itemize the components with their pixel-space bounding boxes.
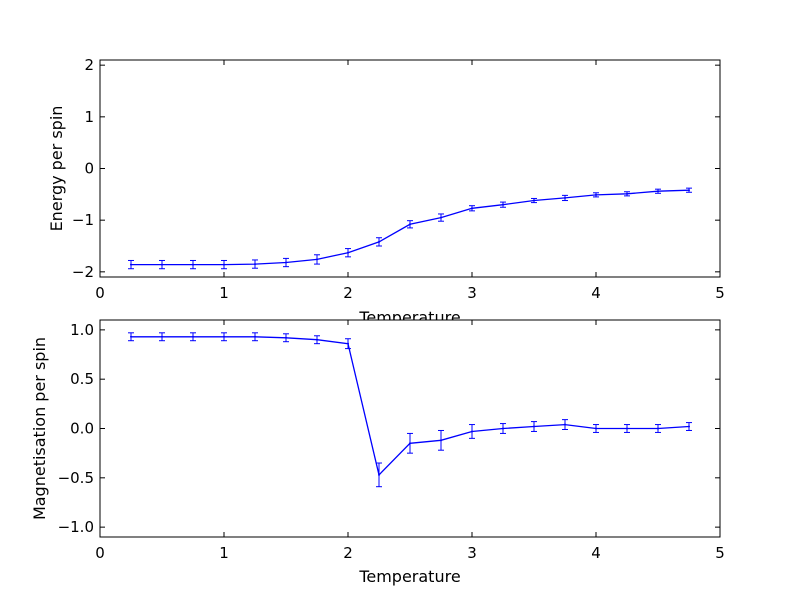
- magnetisation-data-point: [564, 423, 566, 426]
- energy-y-axis-label: Energy per spin: [47, 106, 66, 232]
- energy-data-point: [409, 223, 411, 226]
- energy-plot-frame: [99, 59, 721, 278]
- magnetisation-y-tick-label: 0.0: [70, 420, 94, 438]
- magnetisation-data-point: [285, 336, 287, 339]
- magnetisation-data-point: [533, 425, 535, 428]
- energy-x-tick-label: 1: [219, 284, 229, 302]
- magnetisation-data-point: [657, 427, 659, 430]
- magnetisation-panel: 0 1 2 3 4 5 −1.0 −0.5 0.0 0.5 1.0 Temperature Magnet…: [30, 319, 725, 586]
- magnetisation-plot-frame: [99, 319, 721, 538]
- energy-x-tick-label: 4: [591, 284, 601, 302]
- energy-y-tick-label: 2: [84, 56, 94, 74]
- energy-data-point: [347, 251, 349, 254]
- magnetisation-data-point: [626, 427, 628, 430]
- magnetisation-data-point: [595, 427, 597, 430]
- magnetisation-y-tick-label: −1.0: [58, 518, 94, 536]
- energy-data-point: [471, 207, 473, 210]
- magnetisation-data-point: [192, 335, 194, 338]
- energy-data-point: [502, 203, 504, 206]
- energy-x-tick-label: 2: [343, 284, 353, 302]
- magnetisation-data-point: [316, 338, 318, 341]
- energy-y-tick-label: −1: [72, 211, 94, 229]
- magnetisation-data-point: [254, 335, 256, 338]
- magnetisation-x-tick-label: 5: [715, 544, 725, 562]
- energy-data-point: [285, 261, 287, 264]
- magnetisation-data-point: [409, 442, 411, 445]
- energy-y-tick-label: 0: [84, 160, 94, 178]
- energy-data-point: [223, 263, 225, 266]
- energy-data-point: [595, 193, 597, 196]
- energy-x-tick-label: 3: [467, 284, 477, 302]
- energy-data-point: [378, 240, 380, 243]
- magnetisation-data-point: [161, 335, 163, 338]
- energy-x-tick-label: 5: [715, 284, 725, 302]
- magnetisation-data-point: [471, 430, 473, 433]
- magnetisation-data-point: [440, 439, 442, 442]
- magnetisation-data-point: [223, 335, 225, 338]
- energy-data-point: [254, 263, 256, 266]
- magnetisation-data-point: [347, 342, 349, 345]
- magnetisation-x-tick-label: 0: [95, 544, 105, 562]
- magnetisation-y-tick-label: 1.0: [70, 321, 94, 339]
- magnetisation-data-point: [130, 335, 132, 338]
- energy-data-point: [626, 192, 628, 195]
- magnetisation-y-axis-label: Magnetisation per spin: [30, 337, 49, 520]
- magnetisation-x-tick-label: 3: [467, 544, 477, 562]
- magnetisation-x-tick-label: 1: [219, 544, 229, 562]
- magnetisation-data-point: [502, 427, 504, 430]
- energy-data-point: [688, 189, 690, 192]
- energy-y-tick-label: −2: [72, 263, 94, 281]
- energy-data-point: [161, 263, 163, 266]
- energy-data-point: [657, 190, 659, 193]
- magnetisation-y-tick-label: 0.5: [70, 370, 94, 388]
- magnetisation-data-point: [688, 425, 690, 428]
- magnetisation-x-axis-label: Temperature: [358, 567, 460, 586]
- energy-data-point: [192, 263, 194, 266]
- energy-data-point: [564, 196, 566, 199]
- magnetisation-data-point: [378, 473, 380, 476]
- energy-data-point: [440, 216, 442, 219]
- energy-data-point: [316, 258, 318, 261]
- magnetisation-x-tick-label: 2: [343, 544, 353, 562]
- energy-data-point: [533, 199, 535, 202]
- energy-y-tick-label: 1: [84, 108, 94, 126]
- energy-x-tick-label: 0: [95, 284, 105, 302]
- magnetisation-y-tick-label: −0.5: [58, 469, 94, 487]
- magnetisation-x-tick-label: 4: [591, 544, 601, 562]
- energy-data-point: [130, 263, 132, 266]
